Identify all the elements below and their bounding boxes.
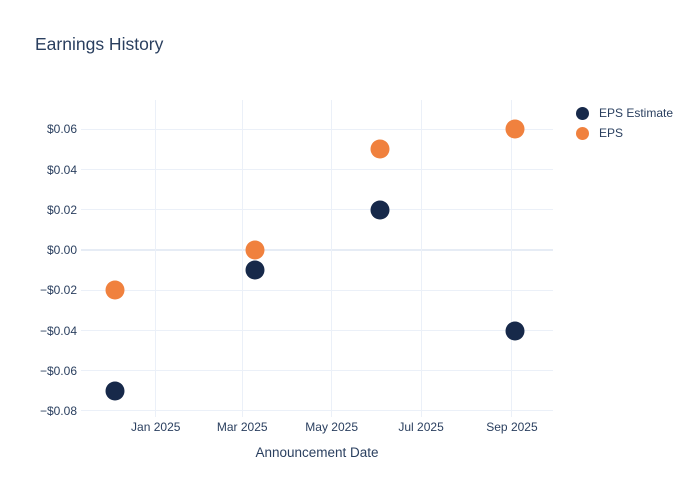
- marker-eps-estimate[interactable]: [105, 381, 125, 401]
- legend-item-eps[interactable]: EPS: [576, 123, 673, 143]
- marker-eps[interactable]: [370, 139, 390, 159]
- x-tick-label: May 2025: [305, 420, 359, 434]
- zero-gridline: [81, 249, 553, 252]
- y-tick-label: −$0.06: [39, 363, 77, 378]
- legend-item-label: EPS: [599, 126, 624, 140]
- v-gridline: [331, 100, 333, 417]
- legend-marker-icon: [576, 106, 589, 120]
- marker-eps[interactable]: [505, 119, 525, 139]
- h-gridline: [81, 370, 553, 372]
- legend: EPS Estimate EPS: [576, 103, 673, 143]
- y-tick-label: $0.00: [46, 243, 77, 258]
- h-gridline: [81, 330, 553, 331]
- y-tick-label: −$0.02: [39, 283, 77, 298]
- marker-eps-estimate[interactable]: [370, 200, 390, 220]
- h-gridline: [81, 209, 553, 211]
- y-tick-label: −$0.04: [39, 323, 77, 338]
- y-tick-label: −$0.08: [39, 403, 77, 418]
- x-tick-label: Jan 2025: [131, 420, 181, 434]
- y-tick-label: $0.02: [46, 202, 77, 217]
- marker-eps[interactable]: [105, 280, 125, 300]
- marker-eps[interactable]: [245, 240, 265, 260]
- v-gridline: [420, 100, 422, 417]
- h-gridline: [81, 410, 553, 412]
- h-gridline: [81, 169, 553, 171]
- x-tick-label: Mar 2025: [216, 420, 268, 434]
- v-gridline: [511, 100, 513, 417]
- v-gridline: [241, 100, 243, 417]
- x-tick-label: Sep 2025: [486, 420, 538, 434]
- x-axis-title: Announcement Date: [255, 445, 379, 460]
- h-gridline: [81, 289, 553, 291]
- chart-title: Earnings History: [35, 34, 164, 54]
- marker-eps-estimate[interactable]: [245, 260, 265, 280]
- h-gridline: [81, 128, 553, 130]
- v-gridline: [155, 100, 157, 417]
- legend-item-eps-estimate[interactable]: EPS Estimate: [576, 103, 673, 123]
- x-tick-label: Jul 2025: [398, 420, 444, 434]
- legend-marker-icon: [576, 126, 589, 140]
- y-tick-label: $0.06: [46, 122, 77, 137]
- plot-area[interactable]: [81, 100, 553, 417]
- marker-eps-estimate[interactable]: [505, 321, 525, 340]
- y-tick-label: $0.04: [46, 162, 77, 177]
- legend-item-label: EPS Estimate: [599, 106, 674, 120]
